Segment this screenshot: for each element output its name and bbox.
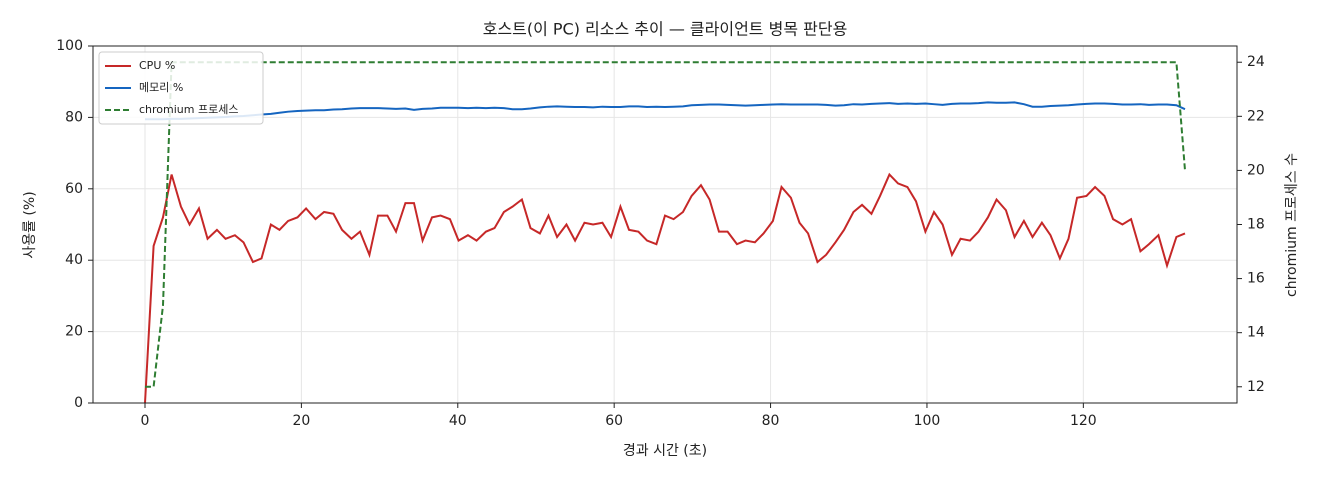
y2-tick-label: 18 (1247, 217, 1265, 233)
series-line (144, 172, 1186, 404)
plot-frame (92, 45, 1238, 404)
y2-tick-label: 22 (1247, 108, 1265, 124)
x-tick-label: 100 (914, 413, 941, 429)
y2-tick-label: 24 (1247, 54, 1265, 70)
x-tick-label: 40 (449, 413, 467, 429)
y2-tick-label: 16 (1247, 271, 1265, 287)
x-axis-label: 경과 시간 (초) (623, 443, 707, 459)
y2-tick-label: 14 (1247, 325, 1265, 341)
y-tick-label: 60 (65, 181, 83, 197)
chart-title: 호스트(이 PC) 리소스 추이 — 클라이언트 병목 판단용 (483, 20, 848, 39)
y-tick-label: 80 (65, 109, 83, 125)
x-tick-label: 60 (605, 413, 623, 429)
legend-label: CPU % (139, 59, 175, 72)
y-tick-label: 40 (65, 252, 83, 268)
legend-box (98, 51, 264, 125)
series-line (145, 61, 1186, 388)
x-tick-label: 0 (141, 413, 150, 429)
y-tick-label: 20 (65, 324, 83, 340)
y-axis-label: 사용률 (%) (22, 191, 38, 258)
y2-axis-label: chromium 프로세스 수 (1284, 153, 1300, 297)
x-tick-label: 120 (1070, 413, 1097, 429)
series-line (145, 101, 1186, 121)
x-tick-label: 80 (762, 413, 780, 429)
legend-label: chromium 프로세스 (139, 103, 238, 116)
y2-tick-label: 20 (1247, 162, 1265, 178)
y-tick-label: 100 (56, 38, 83, 54)
legend-label: 메모리 % (139, 81, 183, 94)
y2-tick-label: 12 (1247, 379, 1265, 395)
y-tick-label: 0 (74, 395, 83, 411)
x-tick-label: 20 (292, 413, 310, 429)
